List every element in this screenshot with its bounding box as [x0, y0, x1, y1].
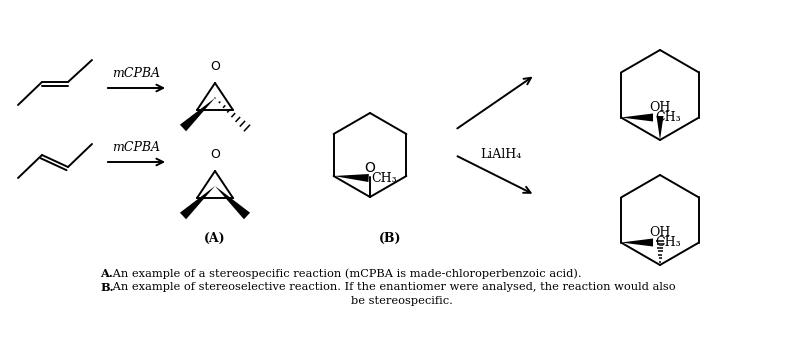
Text: (A): (A) — [204, 232, 226, 245]
Text: O: O — [210, 148, 220, 161]
Text: LiAlH₄: LiAlH₄ — [480, 148, 522, 161]
Polygon shape — [621, 113, 653, 121]
Polygon shape — [215, 186, 250, 219]
Text: (B): (B) — [378, 232, 401, 245]
Text: CH₃: CH₃ — [372, 172, 397, 185]
Polygon shape — [657, 116, 663, 140]
Polygon shape — [180, 186, 215, 219]
Polygon shape — [180, 98, 215, 131]
Text: O: O — [365, 161, 375, 175]
Text: An example of a stereospecific reaction (mCPBA is made-chloroperbenzoic acid).: An example of a stereospecific reaction … — [109, 268, 582, 279]
Text: CH₃: CH₃ — [655, 111, 681, 124]
Text: OH: OH — [650, 226, 671, 239]
Polygon shape — [621, 238, 653, 246]
Text: CH₃: CH₃ — [655, 236, 681, 249]
Text: mCPBA: mCPBA — [112, 141, 160, 154]
Text: O: O — [210, 60, 220, 73]
Text: be stereospecific.: be stereospecific. — [351, 296, 453, 306]
Text: A.: A. — [100, 268, 113, 279]
Text: mCPBA: mCPBA — [112, 67, 160, 80]
Text: An example of stereoselective reaction. If the enantiomer were analysed, the rea: An example of stereoselective reaction. … — [109, 282, 675, 292]
Text: B.: B. — [100, 282, 114, 293]
Text: OH: OH — [650, 101, 671, 114]
Polygon shape — [333, 174, 369, 182]
